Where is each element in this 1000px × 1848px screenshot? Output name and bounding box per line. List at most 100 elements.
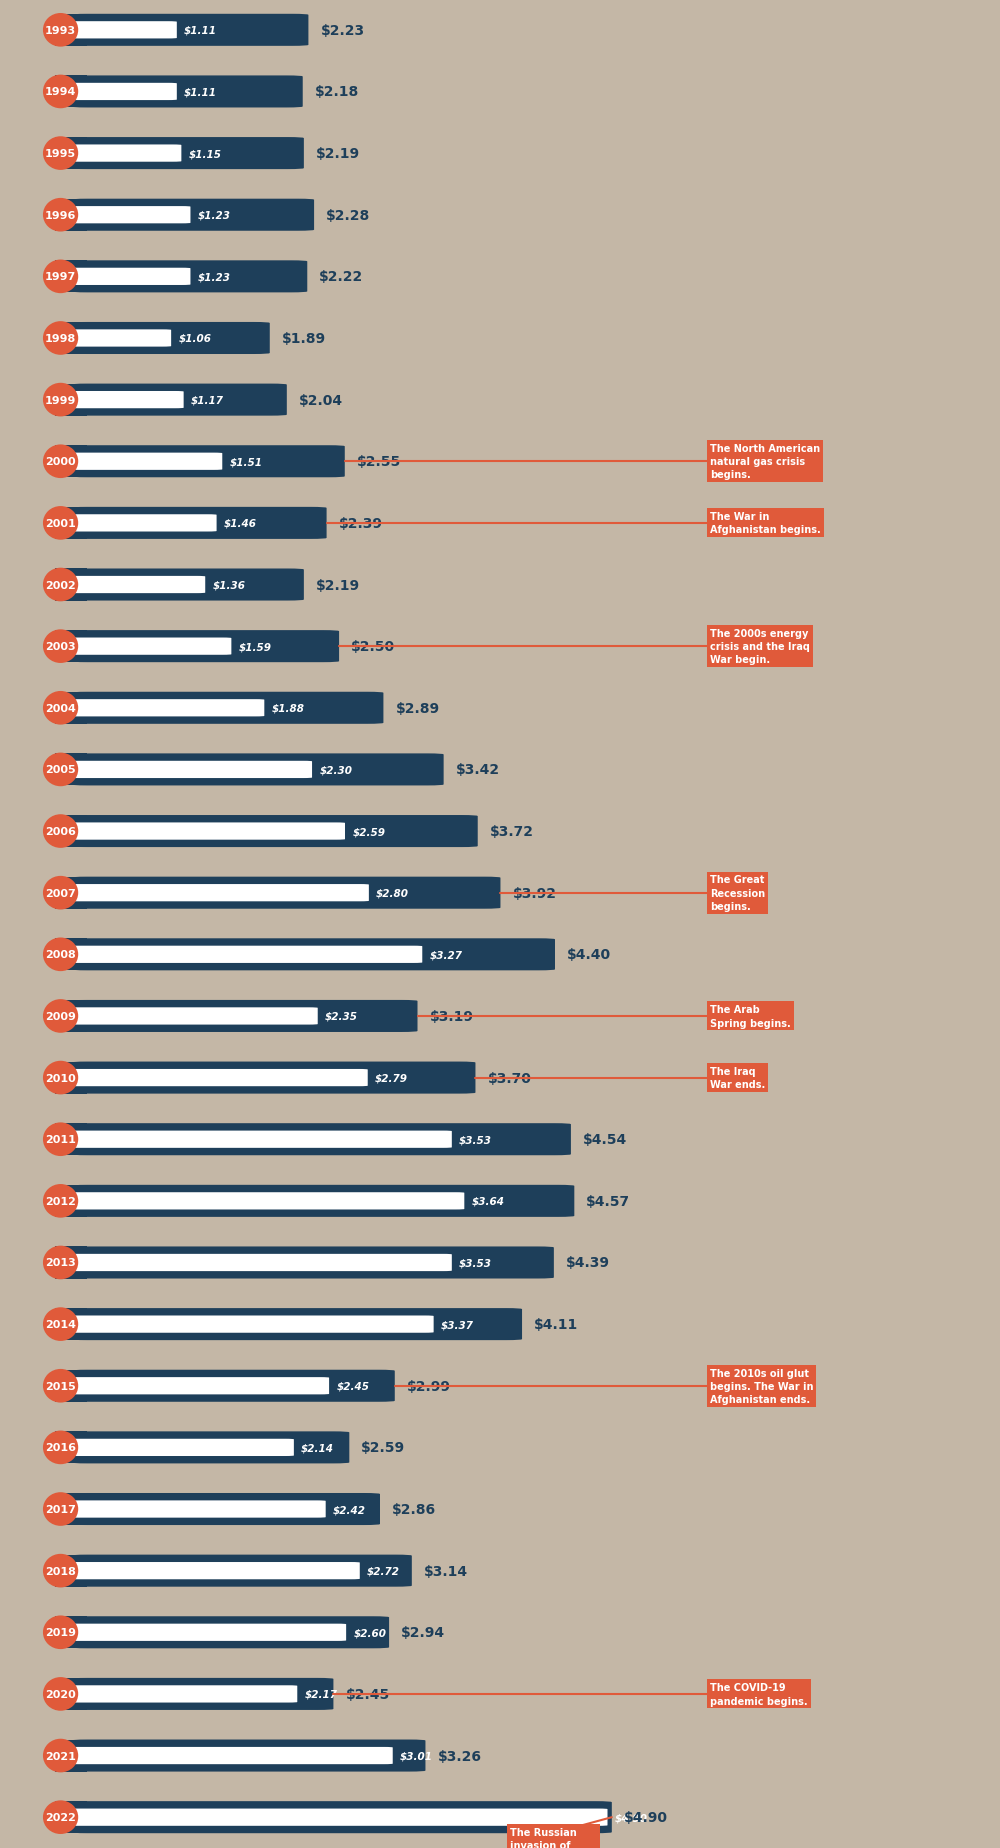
FancyBboxPatch shape xyxy=(68,822,345,841)
Text: $3.72: $3.72 xyxy=(490,824,534,839)
Text: The 2000s energy
crisis and the Iraq
War begin.: The 2000s energy crisis and the Iraq War… xyxy=(710,628,810,665)
FancyBboxPatch shape xyxy=(71,15,308,46)
Text: $2.55: $2.55 xyxy=(357,455,401,469)
FancyBboxPatch shape xyxy=(71,1124,571,1155)
FancyBboxPatch shape xyxy=(68,1440,294,1456)
FancyBboxPatch shape xyxy=(68,638,231,656)
Text: 2006: 2006 xyxy=(45,826,76,837)
Text: 2004: 2004 xyxy=(45,704,76,713)
Text: $4.57: $4.57 xyxy=(586,1194,630,1209)
Bar xyxy=(55,1369,87,1403)
Ellipse shape xyxy=(43,815,78,848)
Bar xyxy=(55,815,87,848)
Text: $2.17: $2.17 xyxy=(305,1689,338,1698)
Ellipse shape xyxy=(43,200,78,233)
Text: $1.15: $1.15 xyxy=(189,150,222,159)
FancyBboxPatch shape xyxy=(68,1562,360,1580)
Text: $4.90: $4.90 xyxy=(624,1811,668,1824)
Text: $4.40: $4.40 xyxy=(567,948,611,961)
Text: $2.94: $2.94 xyxy=(401,1626,445,1639)
Bar xyxy=(55,1617,87,1648)
Bar xyxy=(55,76,87,109)
Ellipse shape xyxy=(43,939,78,972)
FancyBboxPatch shape xyxy=(68,946,422,963)
Text: 1993: 1993 xyxy=(45,26,76,35)
Text: $3.42: $3.42 xyxy=(456,763,500,776)
FancyBboxPatch shape xyxy=(68,1255,452,1271)
Ellipse shape xyxy=(43,876,78,909)
FancyBboxPatch shape xyxy=(71,200,314,231)
FancyBboxPatch shape xyxy=(71,508,327,540)
Ellipse shape xyxy=(43,76,78,109)
Text: $1.17: $1.17 xyxy=(191,395,224,405)
Text: $2.50: $2.50 xyxy=(351,639,395,654)
Text: $2.18: $2.18 xyxy=(315,85,359,100)
Text: 2011: 2011 xyxy=(45,1135,76,1144)
Bar xyxy=(55,261,87,294)
Bar xyxy=(55,1739,87,1772)
FancyBboxPatch shape xyxy=(71,1802,612,1833)
FancyBboxPatch shape xyxy=(71,1739,425,1772)
FancyBboxPatch shape xyxy=(68,885,369,902)
Text: $4.11: $4.11 xyxy=(534,1318,578,1331)
Text: $3.14: $3.14 xyxy=(424,1563,468,1578)
FancyBboxPatch shape xyxy=(68,761,312,778)
FancyBboxPatch shape xyxy=(71,76,303,109)
Text: $2.19: $2.19 xyxy=(316,148,360,161)
Text: $1.51: $1.51 xyxy=(230,456,263,468)
Text: $2.79: $2.79 xyxy=(375,1074,408,1083)
FancyBboxPatch shape xyxy=(68,1746,393,1765)
Text: 2017: 2017 xyxy=(45,1504,76,1514)
Bar xyxy=(55,878,87,909)
Text: $2.86: $2.86 xyxy=(392,1502,436,1515)
Text: 2000: 2000 xyxy=(45,456,76,468)
Bar xyxy=(55,1432,87,1464)
Text: $1.88: $1.88 xyxy=(272,704,305,713)
Text: $2.89: $2.89 xyxy=(395,702,440,715)
Text: $2.45: $2.45 xyxy=(345,1687,390,1700)
Text: $2.04: $2.04 xyxy=(299,394,343,407)
Text: 2021: 2021 xyxy=(45,1750,76,1761)
Text: 2014: 2014 xyxy=(45,1319,76,1329)
Bar xyxy=(55,693,87,724)
Text: $2.35: $2.35 xyxy=(325,1011,358,1022)
FancyBboxPatch shape xyxy=(68,1685,297,1702)
FancyBboxPatch shape xyxy=(71,1185,574,1218)
FancyBboxPatch shape xyxy=(71,693,383,724)
Ellipse shape xyxy=(43,261,78,294)
FancyBboxPatch shape xyxy=(71,1247,554,1279)
Text: $3.27: $3.27 xyxy=(430,950,463,959)
Text: $2.45: $2.45 xyxy=(336,1380,369,1392)
FancyBboxPatch shape xyxy=(71,878,500,909)
Text: 2003: 2003 xyxy=(45,641,76,652)
Text: $2.30: $2.30 xyxy=(319,765,352,774)
Text: $1.23: $1.23 xyxy=(198,211,231,220)
FancyBboxPatch shape xyxy=(71,139,304,170)
Bar xyxy=(55,1678,87,1709)
Text: 2002: 2002 xyxy=(45,580,76,590)
Text: $1.89: $1.89 xyxy=(282,333,326,346)
Text: $2.19: $2.19 xyxy=(316,578,360,591)
FancyBboxPatch shape xyxy=(68,146,181,163)
Text: $4.54: $4.54 xyxy=(583,1133,627,1146)
Text: 1995: 1995 xyxy=(45,150,76,159)
Text: $3.64: $3.64 xyxy=(472,1196,505,1207)
Text: 1996: 1996 xyxy=(45,211,76,220)
FancyBboxPatch shape xyxy=(68,1624,346,1641)
Ellipse shape xyxy=(43,137,78,170)
Ellipse shape xyxy=(43,1061,78,1094)
Text: $2.39: $2.39 xyxy=(339,517,383,530)
Text: $1.06: $1.06 xyxy=(178,334,211,344)
Text: $2.99: $2.99 xyxy=(407,1379,451,1393)
Ellipse shape xyxy=(43,754,78,787)
Text: 2020: 2020 xyxy=(45,1689,76,1698)
FancyBboxPatch shape xyxy=(68,268,190,286)
Text: 2022: 2022 xyxy=(45,1813,76,1822)
Text: $2.60: $2.60 xyxy=(353,1628,386,1637)
FancyBboxPatch shape xyxy=(68,1131,452,1148)
Text: The Russian
invasion of
Ukraine begins.: The Russian invasion of Ukraine begins. xyxy=(510,1826,597,1848)
Text: $3.01: $3.01 xyxy=(400,1750,433,1761)
FancyBboxPatch shape xyxy=(68,1809,608,1826)
Bar xyxy=(55,1247,87,1279)
FancyBboxPatch shape xyxy=(68,700,264,717)
